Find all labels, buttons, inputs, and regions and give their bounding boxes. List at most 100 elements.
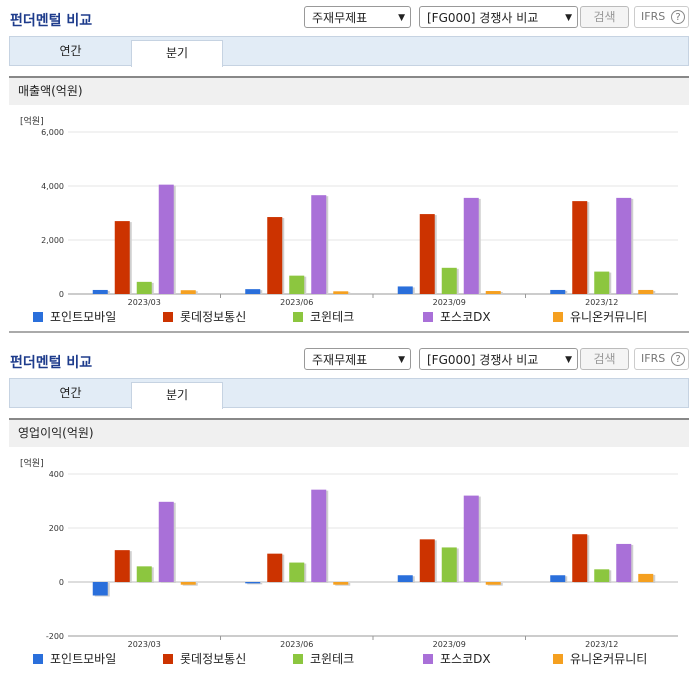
bar	[441, 547, 457, 582]
bar	[289, 562, 305, 582]
legend-label: 포스코DX	[440, 652, 491, 666]
ifrs-help-button[interactable]: IFRS?	[634, 348, 689, 370]
bar	[114, 550, 130, 582]
panel-title: 펀더멘털 비교	[10, 355, 93, 371]
bar	[180, 582, 196, 585]
legend-label: 포인트모바일	[50, 310, 117, 324]
y-tick-label: 6,000	[41, 128, 64, 137]
help-icon: ?	[671, 352, 685, 366]
ifrs-label: IFRS	[641, 10, 666, 23]
x-tick-label: 2023/09	[433, 298, 466, 307]
legend-swatch	[423, 654, 433, 664]
bar	[158, 501, 174, 582]
legend-swatch	[423, 312, 433, 322]
section-title: 매출액(억원)	[9, 76, 689, 105]
bar	[485, 582, 501, 585]
bar	[550, 289, 566, 294]
legend-item[interactable]: 포스코DX	[423, 309, 491, 325]
revenue-chart: 0 2,000 4,000 6,000 2023/03 2023/06 2023/09 202…	[41, 128, 678, 307]
legend-label: 포스코DX	[440, 310, 491, 324]
bar	[267, 553, 283, 582]
legend-label: 롯데정보통신	[180, 652, 247, 666]
statement-type-value: 주재무제표	[312, 353, 368, 367]
bar	[267, 217, 283, 294]
x-tick-label: 2023/12	[585, 640, 618, 649]
bar	[92, 289, 108, 294]
y-tick-label: -200	[46, 632, 64, 641]
ifrs-help-button[interactable]: IFRS?	[634, 6, 689, 28]
chart-legend: 포인트모바일 롯데정보통신 코윈테크 포스코DX 유니온커뮤니티	[0, 651, 696, 669]
bar	[289, 275, 305, 294]
x-tick-label: 2023/12	[585, 298, 618, 307]
legend-label: 유니온커뮤니티	[570, 652, 648, 666]
bar	[463, 495, 479, 582]
panel-toolbar: 펀더멘털 비교 주재무제표 ▼ [FG000] 경쟁사 비교 ▼ 검색 IFRS?	[0, 342, 696, 376]
tab-annual[interactable]: 연간	[59, 44, 82, 58]
fundamental-panel-revenue: 펀더멘털 비교 주재무제표 ▼ [FG000] 경쟁사 비교 ▼ 검색 IFRS? …	[0, 0, 696, 336]
bar	[180, 290, 196, 294]
legend-item[interactable]: 유니온커뮤니티	[553, 651, 647, 667]
y-tick-label: 2,000	[41, 236, 64, 245]
legend-item[interactable]: 코윈테크	[293, 651, 354, 667]
statement-type-select[interactable]: 주재무제표 ▼	[304, 348, 411, 370]
legend-label: 유니온커뮤니티	[570, 310, 648, 324]
operating-profit-chart: -200 0 200 400 2023/03 2023/06 2023/09 2023/12	[46, 470, 678, 649]
y-tick-label: 0	[59, 578, 64, 587]
search-button[interactable]: 검색	[580, 348, 629, 370]
legend-swatch	[33, 312, 43, 322]
statement-type-select[interactable]: 주재무제표 ▼	[304, 6, 411, 28]
legend-item[interactable]: 롯데정보통신	[163, 309, 246, 325]
chevron-down-icon: ▼	[398, 355, 405, 365]
chevron-down-icon: ▼	[398, 13, 405, 23]
section-title: 영업이익(억원)	[9, 418, 689, 447]
panel-title: 펀더멘털 비교	[10, 13, 93, 29]
peer-group-value: [FG000] 경쟁사 비교	[427, 353, 539, 367]
bar	[463, 197, 479, 294]
peer-group-select[interactable]: [FG000] 경쟁사 비교 ▼	[419, 6, 578, 28]
bar	[245, 582, 261, 584]
bar	[594, 569, 610, 582]
bar	[397, 575, 413, 582]
bar	[616, 543, 632, 582]
legend-swatch	[293, 312, 303, 322]
bar	[485, 291, 501, 294]
bar	[594, 271, 610, 294]
tab-annual[interactable]: 연간	[59, 386, 82, 400]
bar	[311, 195, 327, 294]
bar	[92, 582, 108, 596]
legend-label: 롯데정보통신	[180, 310, 247, 324]
bar	[136, 566, 152, 582]
search-button[interactable]: 검색	[580, 6, 629, 28]
legend-item[interactable]: 포스코DX	[423, 651, 491, 667]
legend-label: 코윈테크	[310, 652, 355, 666]
x-tick-label: 2023/06	[280, 640, 313, 649]
bar	[441, 267, 457, 294]
bar	[136, 281, 152, 294]
statement-type-value: 주재무제표	[312, 11, 368, 25]
legend-swatch	[33, 654, 43, 664]
tab-quarterly[interactable]: 분기	[131, 40, 223, 67]
legend-swatch	[163, 312, 173, 322]
x-tick-label: 2023/06	[280, 298, 313, 307]
y-tick-label: 4,000	[41, 182, 64, 191]
bar	[572, 534, 588, 582]
legend-item[interactable]: 포인트모바일	[33, 309, 116, 325]
bar	[550, 575, 566, 582]
unit-label: [억원]	[20, 117, 44, 127]
legend-item[interactable]: 코윈테크	[293, 309, 354, 325]
peer-group-select[interactable]: [FG000] 경쟁사 비교 ▼	[419, 348, 578, 370]
bar	[638, 573, 654, 582]
divider	[9, 331, 689, 333]
bar	[333, 582, 349, 585]
bar	[419, 539, 435, 582]
bar	[311, 489, 327, 582]
legend-swatch	[163, 654, 173, 664]
bar	[245, 289, 261, 294]
y-tick-label: 0	[59, 290, 64, 299]
legend-item[interactable]: 유니온커뮤니티	[553, 309, 647, 325]
legend-item[interactable]: 포인트모바일	[33, 651, 116, 667]
legend-item[interactable]: 롯데정보통신	[163, 651, 246, 667]
tab-quarterly[interactable]: 분기	[131, 382, 223, 409]
chevron-down-icon: ▼	[565, 13, 572, 23]
bar	[333, 291, 349, 294]
